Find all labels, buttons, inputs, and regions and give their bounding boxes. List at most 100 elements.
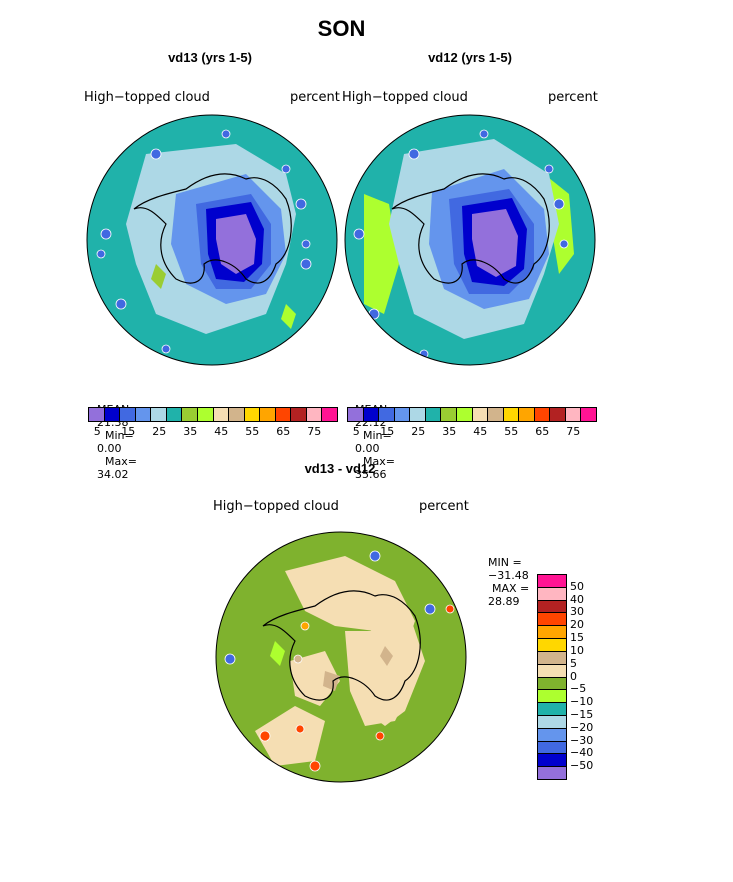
panel1-min-label: Min= xyxy=(105,429,134,442)
diff-colorbar-tick-label: 20 xyxy=(570,618,584,632)
panel2-min-value: 0.00 xyxy=(355,442,380,455)
panel2-max-label: Max= xyxy=(363,455,395,468)
diff-colorbar-tick-label: −15 xyxy=(570,707,594,721)
colorbar-swatch xyxy=(197,408,214,421)
main-title: SON xyxy=(317,16,366,41)
colorbar-tick-label: 15 xyxy=(380,425,395,438)
panel1-title: vd13 (yrs 1-5) xyxy=(168,50,252,65)
diff-min-label: MIN = xyxy=(488,556,522,569)
panel1-variable-label: High−topped cloud xyxy=(84,90,210,105)
colorbar-swatch xyxy=(581,408,596,421)
diff-colorbar-labels: 50 40 30 20 15 10 5 0 −5 −10 −15 −20 −30 −40 −50 xyxy=(570,574,620,779)
diff-colorbar-swatch xyxy=(537,574,567,588)
colorbar-tick-label: 15 xyxy=(121,425,136,438)
colorbar-swatch xyxy=(394,408,411,421)
colorbar-swatch xyxy=(379,408,395,421)
colorbar-swatch xyxy=(534,408,551,421)
diff-colorbar-swatch xyxy=(537,727,567,742)
colorbar-tick-label: 35 xyxy=(442,425,457,438)
colorbar-swatch xyxy=(275,408,292,421)
colorbar-tick-label: 75 xyxy=(307,425,322,438)
colorbar-swatch xyxy=(135,408,152,421)
diff-colorbar-swatch xyxy=(537,663,567,678)
diff-colorbar-tick-label: −10 xyxy=(570,695,594,709)
diff-colorbar-tick-label: 50 xyxy=(570,579,584,593)
diff-colorbar-tick-label: −20 xyxy=(570,720,594,734)
panel2-polar-map xyxy=(344,114,596,366)
colorbar-swatch xyxy=(166,408,183,421)
colorbar-tick-label: 55 xyxy=(245,425,260,438)
colorbar-swatch xyxy=(322,408,337,421)
colorbar-swatch xyxy=(104,408,121,421)
diff-colorbar-swatch xyxy=(537,586,567,601)
colorbar-tick-label: 45 xyxy=(214,425,229,438)
colorbar-swatch xyxy=(456,408,473,421)
colorbar-swatch xyxy=(348,408,364,421)
panel1-units-label: percent xyxy=(290,90,340,105)
diff-colorbar-tick-label: 0 xyxy=(570,669,577,683)
diff-colorbar-swatch xyxy=(537,650,567,665)
diff-colorbar-tick-label: −5 xyxy=(570,682,587,696)
colorbar-swatch xyxy=(229,408,245,421)
diff-colorbar-tick-label: −40 xyxy=(570,746,594,760)
diff-colorbar-tick-label: 40 xyxy=(570,592,584,606)
diff-variable-label: High−topped cloud xyxy=(213,499,339,514)
colorbar-tick-label: 25 xyxy=(152,425,167,438)
diff-colorbar-swatch xyxy=(537,753,567,768)
colorbar-tick-label: 35 xyxy=(183,425,198,438)
colorbar-swatch xyxy=(182,408,198,421)
diff-colorbar-swatch xyxy=(537,702,567,716)
panel2-title: vd12 (yrs 1-5) xyxy=(428,50,512,65)
colorbar-tick-label: 75 xyxy=(566,425,581,438)
diff-colorbar-swatch xyxy=(537,599,567,614)
panel2-colorbar xyxy=(347,407,597,422)
panel2-min-label: Min= xyxy=(363,429,392,442)
diff-colorbar-tick-label: 15 xyxy=(570,631,584,645)
colorbar-swatch xyxy=(503,408,520,421)
colorbar-tick-label: 5 xyxy=(93,425,101,438)
colorbar-tick-label: 45 xyxy=(473,425,488,438)
colorbar-tick-label: 65 xyxy=(535,425,550,438)
diff-title: vd13 - vd12 xyxy=(304,461,376,476)
diff-colorbar-swatch xyxy=(537,689,567,704)
colorbar-swatch xyxy=(425,408,442,421)
diff-max-value: 28.89 xyxy=(488,595,520,608)
colorbar-tick-label: 25 xyxy=(411,425,426,438)
diff-colorbar-swatch xyxy=(537,714,567,729)
diff-min-value: −31.48 xyxy=(488,569,529,582)
colorbar-tick-label: 5 xyxy=(352,425,360,438)
diff-colorbar-tick-label: 10 xyxy=(570,643,584,657)
diff-colorbar-swatch xyxy=(537,740,567,755)
colorbar-swatch xyxy=(306,408,323,421)
diff-colorbar-tick-label: −30 xyxy=(570,733,594,747)
colorbar-swatch xyxy=(519,408,535,421)
colorbar-swatch xyxy=(120,408,136,421)
colorbar-tick-label: 65 xyxy=(276,425,291,438)
colorbar-swatch xyxy=(363,408,380,421)
colorbar-swatch xyxy=(472,408,489,421)
diff-units-label: percent xyxy=(419,499,469,514)
diff-colorbar-swatch xyxy=(537,625,567,640)
panel1-colorbar-labels: 5 15 25 35 45 55 65 75 xyxy=(88,425,336,439)
panel1-max-label: Max= xyxy=(105,455,137,468)
panel2-max-value: 35.66 xyxy=(355,468,387,481)
colorbar-swatch xyxy=(244,408,261,421)
panel2-units-label: percent xyxy=(548,90,598,105)
diff-colorbar-swatch xyxy=(537,766,567,780)
colorbar-swatch xyxy=(488,408,504,421)
panel1-colorbar xyxy=(88,407,338,422)
panel1-min-value: 0.00 xyxy=(97,442,122,455)
diff-colorbar-swatch xyxy=(537,612,567,627)
colorbar-swatch xyxy=(550,408,566,421)
panel1-polar-map xyxy=(86,114,338,366)
colorbar-swatch xyxy=(89,408,105,421)
panel1-max-value: 34.02 xyxy=(97,468,129,481)
colorbar-swatch xyxy=(151,408,167,421)
colorbar-swatch xyxy=(291,408,307,421)
panel2-variable-label: High−topped cloud xyxy=(342,90,468,105)
colorbar-swatch xyxy=(410,408,426,421)
colorbar-swatch xyxy=(260,408,276,421)
diff-colorbar-swatch xyxy=(537,638,567,652)
diff-colorbar-swatch xyxy=(537,676,567,691)
colorbar-swatch xyxy=(213,408,230,421)
